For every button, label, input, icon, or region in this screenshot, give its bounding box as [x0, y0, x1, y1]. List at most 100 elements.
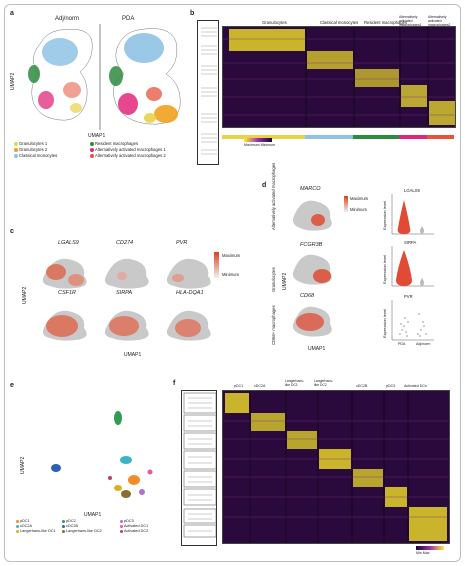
- panel-e-xaxis-label: UMAP1: [84, 512, 102, 518]
- hm-f-block-activated: [409, 507, 447, 541]
- cluster-langerhans1: [114, 485, 122, 491]
- panel-a-left-aam2: [63, 82, 81, 98]
- legend-label: pDC1: [20, 519, 30, 523]
- panel-d-violin-group-adjnorm: Adj/norm: [416, 342, 431, 346]
- panel-d-violin-title-sirpa: SIRPA: [404, 240, 417, 245]
- panel-c-xaxis-label: UMAP1: [124, 352, 142, 358]
- panel-e-yaxis-label: UMAP2: [20, 456, 26, 474]
- panel-d-gene-fcgr3b: FCGR3B: [300, 242, 323, 248]
- panel-a-right-aam2: [146, 87, 162, 101]
- panel-a-title-adjnorm: Adj/norm: [55, 16, 80, 22]
- legend-item: pDC3: [120, 519, 134, 523]
- swatch: [16, 529, 19, 533]
- legend-label: pDC2: [66, 519, 76, 523]
- hm-f-block-pdc1: [225, 393, 249, 413]
- feature-plot-pvr: [166, 258, 211, 289]
- hm-b-block-mono: [307, 51, 353, 69]
- legend-label: Alternatively activated macrophages 1: [95, 147, 166, 152]
- panel-a-left-granulocytes1: [70, 103, 82, 113]
- panel-c-feature-plots: [42, 258, 211, 341]
- legend-label: Activated DC2: [124, 529, 149, 533]
- panel-c-label: c: [10, 228, 14, 235]
- panel-d-violin-ylabel-1: Expression level: [382, 200, 387, 230]
- panel-c-gene-cd274: CD274: [116, 240, 134, 246]
- panel-a-right-resident-macrophages: [109, 66, 123, 86]
- cluster-cdc2b: [51, 464, 61, 472]
- legend-item: Alternatively activated macrophages 1: [90, 147, 166, 152]
- panel-f-col-pdc1: pDC1: [234, 384, 244, 388]
- legend-item: Langerhans-like DC1: [16, 529, 56, 533]
- panel-f-gene-list: [181, 390, 217, 546]
- panel-a-label: a: [10, 10, 14, 17]
- panel-a-left-classical-monocytes: [42, 38, 78, 66]
- violin-lgals9-adjnorm: [420, 226, 424, 234]
- panel-c-colorbar: [214, 252, 219, 278]
- legend-item: cDC2B: [62, 524, 78, 528]
- panel-d-plot-cd68: [292, 306, 332, 337]
- legend-label: pDC3: [124, 519, 134, 523]
- panel-b-col-classical-monocytes: Classical monocytes: [320, 20, 359, 25]
- panel-d-colorbar: [344, 196, 348, 212]
- panel-b-heatmap-svg: [223, 27, 455, 127]
- legend-label: Activated DC1: [124, 524, 149, 528]
- swatch-granulocytes2: [14, 147, 18, 152]
- panel-c-gene-lgals9: LGALS9: [58, 240, 79, 246]
- panel-c-legend-max: Maximum: [222, 253, 241, 258]
- legend-label: cDC2B: [66, 524, 79, 528]
- legend-item: Classical monocytes: [14, 153, 57, 158]
- panel-c-gene-sirpa: SIRPA: [116, 290, 133, 296]
- swatch-granulocytes1: [14, 141, 18, 146]
- panel-f-colorbar-label: Min Max: [416, 551, 430, 555]
- panel-c-gene-csf1r: CSF1R: [58, 290, 77, 296]
- pvr-scatter-points: [399, 313, 427, 337]
- panel-b-gene-list: [197, 20, 219, 165]
- swatch: [62, 524, 65, 528]
- feature-plot-csf1r: [42, 310, 87, 341]
- cluster-activated-dc2: [108, 476, 112, 480]
- legend-label: Granulocytes 2: [19, 147, 48, 152]
- hm-f-block-langerhans1: [287, 431, 317, 449]
- panel-f-col-cdc2a: cDC2A: [254, 384, 266, 388]
- hm-b-block-gran: [229, 29, 305, 51]
- hm-f-block-cdc2a: [251, 413, 285, 431]
- legend-item: pDC2: [62, 519, 76, 523]
- panel-b-col-granulocytes: Granulocytes: [262, 20, 287, 25]
- panel-d-label: d: [262, 182, 267, 189]
- cluster-pdc2: [114, 411, 122, 425]
- legend-label: Resident macrophages: [95, 141, 139, 146]
- panel-d-legend-max: Maximum: [350, 196, 369, 201]
- panel-c-legend-min: Minimum: [222, 272, 239, 277]
- swatch: [62, 519, 65, 523]
- panel-c-yaxis-label: UMAP2: [22, 286, 28, 304]
- panel-c-gene-hla-dqa1: HLA-DQA1: [176, 290, 204, 296]
- panel-e-clusters: [51, 411, 153, 498]
- swatch: [16, 524, 19, 528]
- panel-a-right-granulocytes2: [154, 105, 178, 123]
- legend-label: cDC2A: [20, 524, 33, 528]
- panel-d-violin-group-pda: PDA: [398, 342, 406, 346]
- panel-f-col-activated-dcs: Activated DCs: [404, 384, 427, 388]
- violin-lgals9-pda: [397, 200, 411, 234]
- panel-b-heatmap: [222, 26, 456, 128]
- panel-d-row-aam: Alternatively activated macrophages: [271, 162, 276, 230]
- panel-f-colorbar: [416, 546, 444, 550]
- panel-b-col-aam2: Alternatively activated macrophages2: [428, 15, 451, 27]
- panel-f-col-langerhans2: Langerhans-like DC2: [314, 379, 334, 387]
- legend-item: Resident macrophages: [90, 141, 138, 146]
- panel-a-right-granulocytes1: [144, 113, 156, 123]
- legend-item: Granulocytes 1: [14, 141, 47, 146]
- panel-f-gene-lines: [183, 392, 216, 537]
- hm-b-block-aam2: [429, 101, 455, 125]
- legend-item: Activated DC2: [120, 529, 148, 533]
- legend-item: cDC2A: [16, 524, 32, 528]
- panel-d-plot-fcgr3b: [292, 254, 332, 285]
- panel-a-left-aam1: [38, 91, 54, 109]
- panel-b-colorbar-label: Maximum Minimum: [244, 143, 276, 147]
- hm-b-block-res: [355, 69, 399, 87]
- panel-b-label: b: [190, 10, 195, 17]
- legend-label: Granulocytes 1: [19, 141, 48, 146]
- swatch-resident-macrophages: [90, 141, 94, 146]
- panel-d-violins: [391, 194, 434, 341]
- feature-plot-hla-dqa1: [166, 310, 211, 341]
- panel-d-violin-ylabel-3: Expression level: [382, 308, 387, 338]
